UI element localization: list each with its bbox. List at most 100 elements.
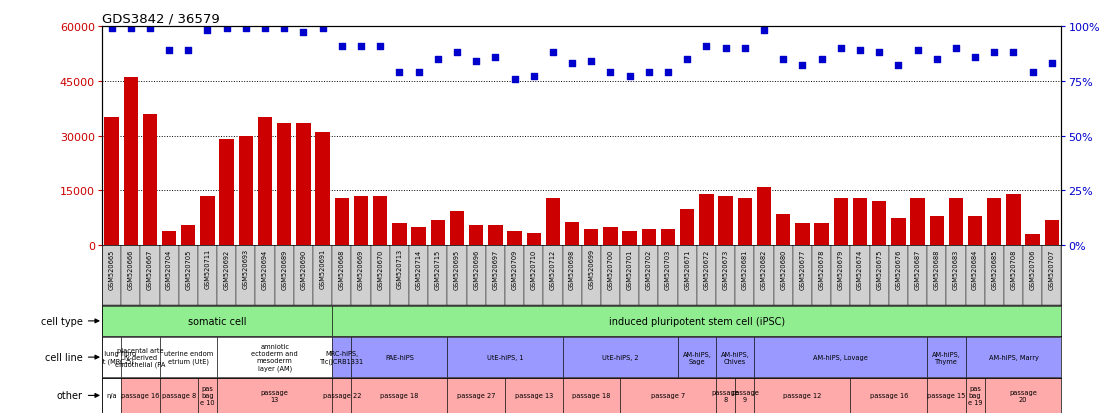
Text: passage 18: passage 18: [380, 392, 419, 399]
Bar: [946, 246, 965, 306]
Bar: [965, 337, 1061, 377]
Bar: [623, 231, 637, 246]
Bar: [853, 198, 868, 246]
Bar: [373, 197, 388, 246]
Bar: [814, 224, 829, 246]
Text: AM-hiPS, Lovage: AM-hiPS, Lovage: [813, 354, 869, 360]
Text: GSM520684: GSM520684: [972, 249, 978, 289]
Bar: [181, 225, 195, 246]
Text: GSM520679: GSM520679: [838, 249, 844, 289]
Point: [870, 50, 888, 57]
Text: other: other: [57, 390, 83, 401]
Bar: [104, 118, 119, 246]
Text: fetal lung fibro
blast (MRC-5): fetal lung fibro blast (MRC-5): [86, 351, 136, 364]
Bar: [872, 202, 886, 246]
Point: [583, 59, 601, 65]
Text: induced pluripotent stem cell (iPSC): induced pluripotent stem cell (iPSC): [608, 316, 784, 326]
Point: [793, 63, 811, 69]
Point: [717, 45, 735, 52]
Text: passage 15: passage 15: [927, 392, 965, 399]
Text: GSM520712: GSM520712: [550, 249, 556, 289]
Text: GSM520685: GSM520685: [992, 249, 997, 289]
Text: GSM520688: GSM520688: [934, 249, 940, 289]
Bar: [314, 246, 332, 306]
Text: GSM520699: GSM520699: [588, 249, 594, 289]
Bar: [716, 246, 736, 306]
Bar: [198, 246, 217, 306]
Bar: [102, 306, 332, 336]
Bar: [833, 198, 848, 246]
Point: [237, 26, 255, 32]
Bar: [927, 246, 946, 306]
Bar: [718, 197, 732, 246]
Text: GSM520667: GSM520667: [147, 249, 153, 289]
Point: [756, 28, 773, 35]
Text: GSM520690: GSM520690: [300, 249, 307, 289]
Bar: [776, 215, 790, 246]
Point: [736, 45, 753, 52]
Point: [1043, 61, 1060, 67]
Text: GSM520689: GSM520689: [281, 249, 287, 289]
Point: [332, 43, 350, 50]
Point: [678, 56, 696, 63]
Bar: [927, 337, 965, 377]
Bar: [526, 233, 541, 246]
Bar: [277, 123, 291, 246]
Text: GSM520680: GSM520680: [780, 249, 787, 289]
Bar: [102, 246, 121, 306]
Bar: [332, 306, 1061, 336]
Point: [429, 56, 447, 63]
Text: GSM520669: GSM520669: [358, 249, 365, 289]
Text: somatic cell: somatic cell: [188, 316, 246, 326]
Text: GSM520675: GSM520675: [876, 249, 882, 289]
Bar: [543, 246, 563, 306]
Bar: [238, 136, 253, 246]
Point: [851, 47, 869, 54]
Bar: [546, 198, 561, 246]
Bar: [699, 195, 714, 246]
Text: GSM520694: GSM520694: [263, 249, 268, 289]
Point: [620, 74, 638, 81]
Bar: [1026, 235, 1040, 246]
Text: GSM520672: GSM520672: [704, 249, 709, 289]
Text: GSM520697: GSM520697: [492, 249, 499, 289]
Text: passage 12: passage 12: [783, 392, 821, 399]
Text: GSM520691: GSM520691: [319, 249, 326, 289]
Bar: [275, 246, 294, 306]
Bar: [1023, 246, 1043, 306]
Bar: [294, 246, 314, 306]
Text: GSM520674: GSM520674: [856, 249, 863, 289]
Text: passage 13: passage 13: [514, 392, 553, 399]
Bar: [1004, 246, 1023, 306]
Bar: [256, 246, 275, 306]
Bar: [428, 246, 448, 306]
Bar: [162, 231, 176, 246]
Bar: [603, 228, 617, 246]
Point: [295, 30, 312, 37]
Point: [276, 26, 294, 32]
Bar: [123, 78, 137, 246]
Text: GSM520681: GSM520681: [742, 249, 748, 289]
Bar: [948, 198, 963, 246]
Bar: [353, 197, 368, 246]
Bar: [796, 224, 810, 246]
Bar: [392, 224, 407, 246]
Bar: [411, 228, 425, 246]
Text: GSM520695: GSM520695: [454, 249, 460, 289]
Point: [161, 47, 178, 54]
Bar: [965, 378, 985, 413]
Text: passage 27: passage 27: [456, 392, 495, 399]
Text: cell type: cell type: [41, 316, 83, 326]
Text: amniotic
ectoderm and
mesoderm
layer (AM): amniotic ectoderm and mesoderm layer (AM…: [252, 344, 298, 371]
Text: GSM520713: GSM520713: [397, 249, 402, 289]
Bar: [469, 225, 483, 246]
Bar: [160, 378, 198, 413]
Bar: [582, 246, 601, 306]
Text: placental arte
ry-derived
endothelial (PA: placental arte ry-derived endothelial (P…: [115, 347, 165, 368]
Bar: [563, 378, 620, 413]
Point: [468, 59, 485, 65]
Bar: [697, 246, 716, 306]
Bar: [431, 220, 445, 246]
Point: [966, 54, 984, 61]
Point: [640, 69, 658, 76]
